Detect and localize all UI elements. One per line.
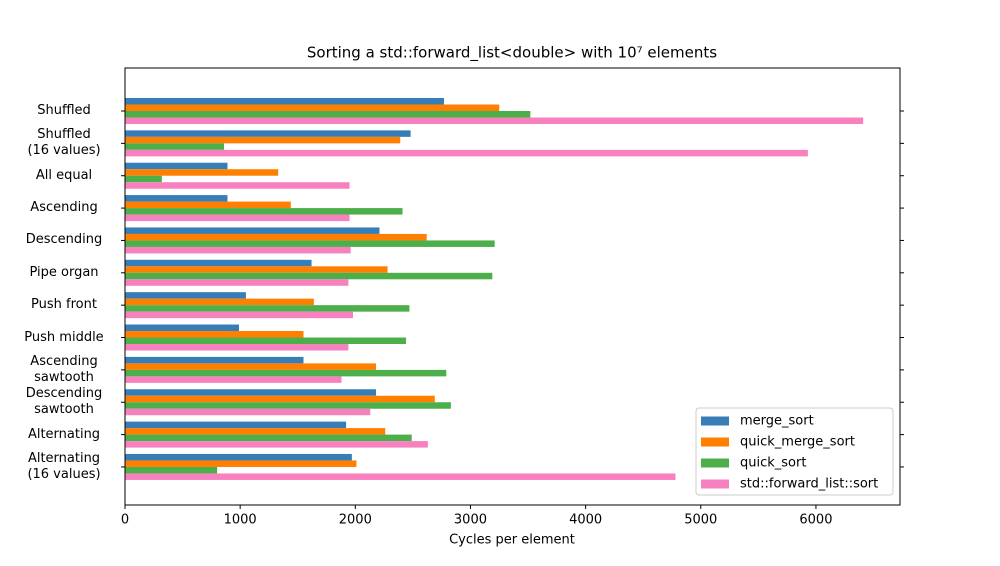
bar [125,408,371,416]
y-tick-label: Alternating [27,426,101,442]
bar [125,104,500,111]
bar [125,466,218,474]
bar [125,233,427,241]
legend-label: quick_merge_sort [740,435,855,450]
bar [125,428,386,435]
legend-swatch [701,458,729,468]
y-tick-label: Push front [31,297,97,313]
bar [125,376,342,383]
x-tick-label: 6000 [799,513,832,528]
y-tick-label: Alternating (16 values) [27,450,101,482]
bar [125,130,411,137]
bar [125,201,291,209]
plot-frame [124,67,901,506]
bar [125,240,495,247]
legend-label: std::forward_list::sort [740,477,878,492]
bar [125,266,388,273]
legend-label: quick_sort [740,456,806,471]
bar [125,298,314,306]
legend-swatch [701,437,729,447]
y-tick-label: Ascending sawtooth [30,353,98,385]
bar [125,117,864,124]
x-tick-label: 0 [121,513,129,528]
y-tick-label: Ascending [30,200,98,216]
bar [125,331,304,338]
bar [125,279,349,286]
bar [125,246,351,254]
y-tick-label: Push middle [24,329,104,345]
bar [125,324,240,332]
y-tick-label: Pipe organ [29,264,99,280]
y-tick-label: All equal [35,167,93,183]
bar [125,162,228,170]
chart-title: Sorting a std::forward_list<double> with… [307,44,717,63]
bar [125,402,451,409]
bar [125,98,444,105]
legend-label: merge_sort [740,414,814,429]
x-tick-label: 2000 [339,513,372,528]
bar [125,337,406,345]
bar [125,143,225,150]
bar [125,369,447,377]
bar [125,111,531,118]
bar [125,292,246,299]
legend-box [695,407,894,496]
bar [125,175,162,183]
bar [125,311,354,319]
bar [125,214,350,222]
y-tick-label: Descending sawtooth [25,386,103,418]
bar [125,344,349,351]
y-tick-label: Shuffled (16 values) [27,127,101,159]
bar [125,259,312,267]
x-tick-label: 1000 [224,513,257,528]
bar [125,473,676,480]
x-axis-label: Cycles per element [449,533,575,548]
bar [125,363,377,370]
bar [125,421,347,429]
bar [125,136,401,144]
legend-swatch [701,416,729,426]
legend: merge_sort quick_merge_sort quick_sort std:… [695,407,894,496]
bar [125,434,412,442]
bar [125,356,304,364]
bar [125,441,428,448]
bar [125,208,403,215]
bar [125,389,377,396]
bar [125,149,808,157]
bar [125,195,228,202]
x-tick-label: 4000 [569,513,602,528]
bar [125,460,357,467]
bar [125,182,350,189]
bar [125,272,493,280]
y-tick-label: Descending [25,232,103,248]
bar [125,395,435,403]
bar [125,227,380,234]
x-tick-label: 3000 [454,513,487,528]
x-tick-label: 5000 [684,513,717,528]
bar [125,169,279,176]
y-tick-label: Shuffled [37,103,91,118]
bar [125,453,352,461]
bar [125,305,410,312]
legend-swatch [701,479,729,489]
